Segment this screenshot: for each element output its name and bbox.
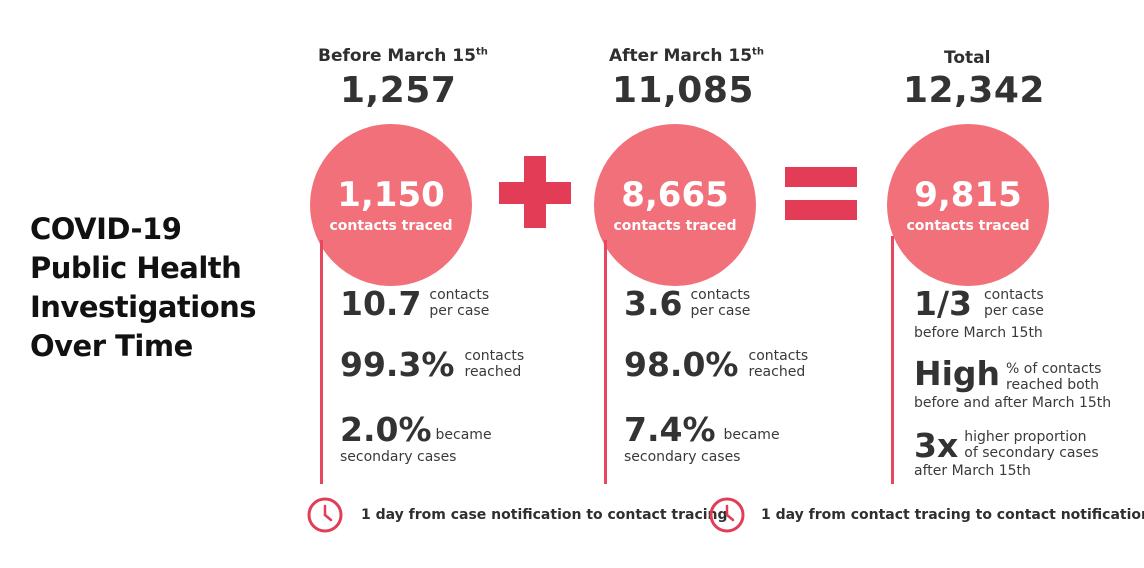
stat-higher-proportion: 3x higher proportion of secondary cases … [914,426,1099,480]
circle-before: 1,150 contacts traced [310,124,472,286]
column-header-after: After March 15th [609,46,764,66]
circle-value: 1,150 [337,175,445,215]
divider-line [604,240,607,484]
title-line: Over Time [30,329,193,363]
circle-label: contacts traced [906,218,1030,234]
stat-secondary-cases: 7.4% became secondary cases [624,410,780,466]
column-header-before: Before March 15th [318,46,488,66]
circle-after: 8,665 contacts traced [594,124,756,286]
circle-value: 8,665 [621,175,729,215]
footer-note-2: 1 day from contact tracing to contact no… [709,497,1144,533]
column-header-total: Total [944,48,991,68]
title-line: Investigations [30,290,257,324]
divider-line [320,240,323,484]
stat-contacts-reached: 99.3% contacts reached [340,345,525,384]
stat-contacts-per-case: 10.7 contacts per case [340,284,490,323]
total-before: 1,257 [340,70,457,111]
clock-icon [709,497,745,533]
divider-line [891,236,894,484]
stat-secondary-cases: 2.0% became secondary cases [340,410,492,466]
equals-icon-lower [785,200,857,220]
stat-contacts-per-case: 3.6 contacts per case [624,284,751,323]
total-overall: 12,342 [903,70,1045,111]
circle-label: contacts traced [329,218,453,234]
title-line: COVID-19 [30,212,182,246]
circle-value: 9,815 [914,175,1022,215]
clock-icon [307,497,343,533]
stat-high-reached: High % of contacts reached both before a… [914,354,1112,412]
title-line: Public Health [30,251,242,285]
page-title: COVID-19 Public Health Investigations Ov… [30,210,310,366]
total-after: 11,085 [612,70,754,111]
circle-label: contacts traced [613,218,737,234]
stat-contacts-per-case-total: 1/3 contacts per case before March 15th [914,284,1044,342]
stat-contacts-reached: 98.0% contacts reached [624,345,809,384]
equals-icon [785,167,857,187]
footer-note-1: 1 day from case notification to contact … [307,497,728,533]
plus-icon-vertical [524,156,546,228]
circle-total: 9,815 contacts traced [887,124,1049,286]
